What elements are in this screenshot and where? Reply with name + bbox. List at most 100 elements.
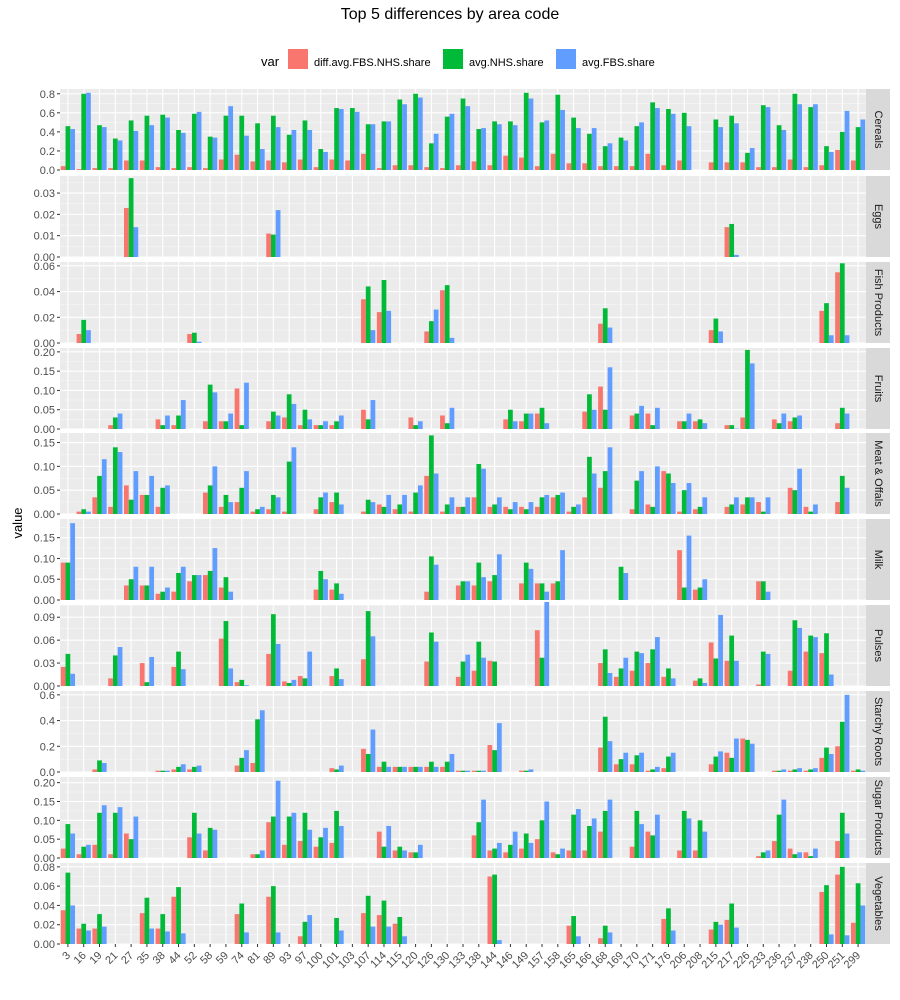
bar-avg.FBS.share-126 (433, 133, 439, 170)
bar-avg.FBS.share-35 (149, 656, 155, 686)
bar-avg.FBS.share-52 (196, 765, 202, 772)
bar-avg.FBS.share-226 (749, 363, 755, 429)
bar-diff.avg.FBS.NHS.share-176 (661, 165, 667, 170)
bar-avg.NHS.share-44 (176, 573, 181, 600)
bar-avg.NHS.share-138 (476, 822, 482, 858)
facet-strip (866, 519, 890, 600)
bar-avg.FBS.share-206 (686, 126, 692, 170)
bar-avg.NHS.share-168 (602, 716, 608, 772)
bar-avg.FBS.share-3 (70, 833, 76, 858)
bar-avg.NHS.share-138 (476, 641, 482, 686)
bar-avg.NHS.share-19 (97, 760, 102, 772)
bar-avg.FBS.share-215 (718, 127, 723, 170)
bar-avg.NHS.share-206 (681, 112, 687, 170)
bar-diff.avg.FBS.NHS.share-81 (250, 854, 256, 858)
bar-diff.avg.FBS.NHS.share-168 (598, 938, 603, 944)
bar-avg.NHS.share-126 (429, 143, 434, 170)
bar-diff.avg.FBS.NHS.share-74 (234, 914, 240, 944)
bar-avg.NHS.share-133 (460, 98, 466, 170)
bar-diff.avg.FBS.NHS.share-233 (756, 684, 761, 686)
bar-avg.NHS.share-44 (176, 129, 181, 170)
bar-avg.NHS.share-165 (571, 506, 576, 514)
bar-avg.FBS.share-38 (165, 485, 170, 514)
bar-avg.NHS.share-126 (429, 435, 434, 514)
bar-avg.FBS.share-250 (828, 151, 834, 170)
y-tick-label: 0.6 (40, 108, 55, 120)
y-tick-label: 0.00 (34, 853, 55, 865)
bar-avg.FBS.share-115 (402, 494, 407, 514)
bar-avg.NHS.share-168 (602, 925, 608, 944)
bar-avg.FBS.share-115 (402, 850, 407, 858)
bar-diff.avg.FBS.NHS.share-165 (566, 925, 572, 944)
bar-diff.avg.FBS.NHS.share-144 (487, 506, 493, 514)
bar-avg.FBS.share-251 (844, 335, 850, 343)
bar-avg.NHS.share-3 (65, 824, 71, 858)
facet-label: Meat & Offals (872, 440, 884, 507)
bar-diff.avg.FBS.NHS.share-89 (266, 822, 271, 858)
bar-avg.FBS.share-27 (133, 471, 139, 514)
bar-diff.avg.FBS.NHS.share-251 (835, 746, 840, 772)
bar-diff.avg.FBS.NHS.share-176 (661, 676, 667, 686)
bar-avg.FBS.share-138 (481, 770, 486, 772)
bar-diff.avg.FBS.NHS.share-208 (692, 421, 698, 429)
bar-avg.NHS.share-238 (808, 635, 814, 686)
bar-avg.NHS.share-146 (508, 509, 513, 514)
bar-avg.FBS.share-144 (496, 842, 502, 858)
bar-diff.avg.FBS.NHS.share-166 (582, 411, 588, 429)
bar-avg.NHS.share-233 (760, 511, 766, 514)
bar-avg.NHS.share-133 (460, 770, 466, 772)
bar-diff.avg.FBS.NHS.share-44 (171, 666, 177, 686)
bar-avg.FBS.share-146 (512, 421, 518, 429)
bar-diff.avg.FBS.NHS.share-170 (629, 846, 635, 858)
bar-avg.FBS.share-38 (165, 770, 170, 772)
bar-avg.FBS.share-44 (180, 566, 186, 600)
bar-avg.NHS.share-299 (855, 883, 861, 944)
bar-avg.FBS.share-3 (70, 673, 76, 686)
bar-diff.avg.FBS.NHS.share-114 (376, 312, 382, 343)
bar-diff.avg.FBS.NHS.share-208 (692, 509, 698, 514)
bar-diff.avg.FBS.NHS.share-74 (234, 388, 240, 429)
bar-avg.NHS.share-226 (745, 739, 750, 772)
bar-diff.avg.FBS.NHS.share-176 (661, 918, 667, 944)
bar-avg.FBS.share-16 (86, 844, 91, 858)
bar-avg.FBS.share-107 (370, 330, 376, 343)
bar-avg.NHS.share-27 (128, 499, 134, 514)
bar-diff.avg.FBS.NHS.share-233 (756, 581, 761, 600)
bar-diff.avg.FBS.NHS.share-74 (234, 502, 240, 514)
bar-avg.NHS.share-130 (444, 504, 450, 514)
bar-avg.FBS.share-35 (149, 928, 155, 944)
bar-diff.avg.FBS.NHS.share-170 (629, 166, 635, 170)
bar-avg.FBS.share-208 (702, 579, 708, 600)
bar-diff.avg.FBS.NHS.share-58 (203, 492, 208, 514)
bar-avg.NHS.share-120 (413, 93, 418, 170)
bar-avg.FBS.share-146 (512, 502, 518, 514)
bar-avg.NHS.share-206 (681, 421, 687, 429)
bar-avg.FBS.share-171 (655, 637, 660, 686)
bar-diff.avg.FBS.NHS.share-157 (534, 166, 540, 170)
facet-strip (866, 176, 890, 257)
y-tick-label: 0.10 (34, 461, 55, 473)
bar-avg.NHS.share-38 (160, 487, 166, 514)
chart-title: Top 5 differences by area code (340, 6, 560, 23)
bar-diff.avg.FBS.NHS.share-38 (155, 419, 161, 429)
bar-diff.avg.FBS.NHS.share-133 (455, 506, 461, 514)
bar-avg.FBS.share-217 (734, 497, 739, 514)
bar-diff.avg.FBS.NHS.share-146 (503, 852, 509, 858)
bar-avg.FBS.share-130 (449, 113, 455, 170)
bar-avg.NHS.share-176 (666, 908, 671, 944)
bar-diff.avg.FBS.NHS.share-101 (329, 502, 335, 514)
bar-avg.FBS.share-206 (686, 818, 692, 858)
bar-avg.FBS.share-101 (338, 765, 344, 772)
bar-avg.FBS.share-168 (607, 367, 613, 429)
bar-avg.NHS.share-35 (144, 897, 150, 944)
bar-diff.avg.FBS.NHS.share-38 (155, 770, 161, 772)
bar-diff.avg.FBS.NHS.share-93 (282, 844, 287, 858)
bar-avg.FBS.share-251 (844, 110, 850, 170)
bar-avg.FBS.share-126 (433, 564, 439, 600)
y-tick-label: 0.2 (40, 146, 55, 158)
facet-label: Fruits (872, 375, 884, 403)
bar-diff.avg.FBS.NHS.share-171 (645, 413, 651, 429)
bar-avg.NHS.share-114 (381, 900, 387, 944)
bar-avg.NHS.share-165 (571, 814, 576, 858)
bar-avg.FBS.share-126 (433, 309, 439, 343)
